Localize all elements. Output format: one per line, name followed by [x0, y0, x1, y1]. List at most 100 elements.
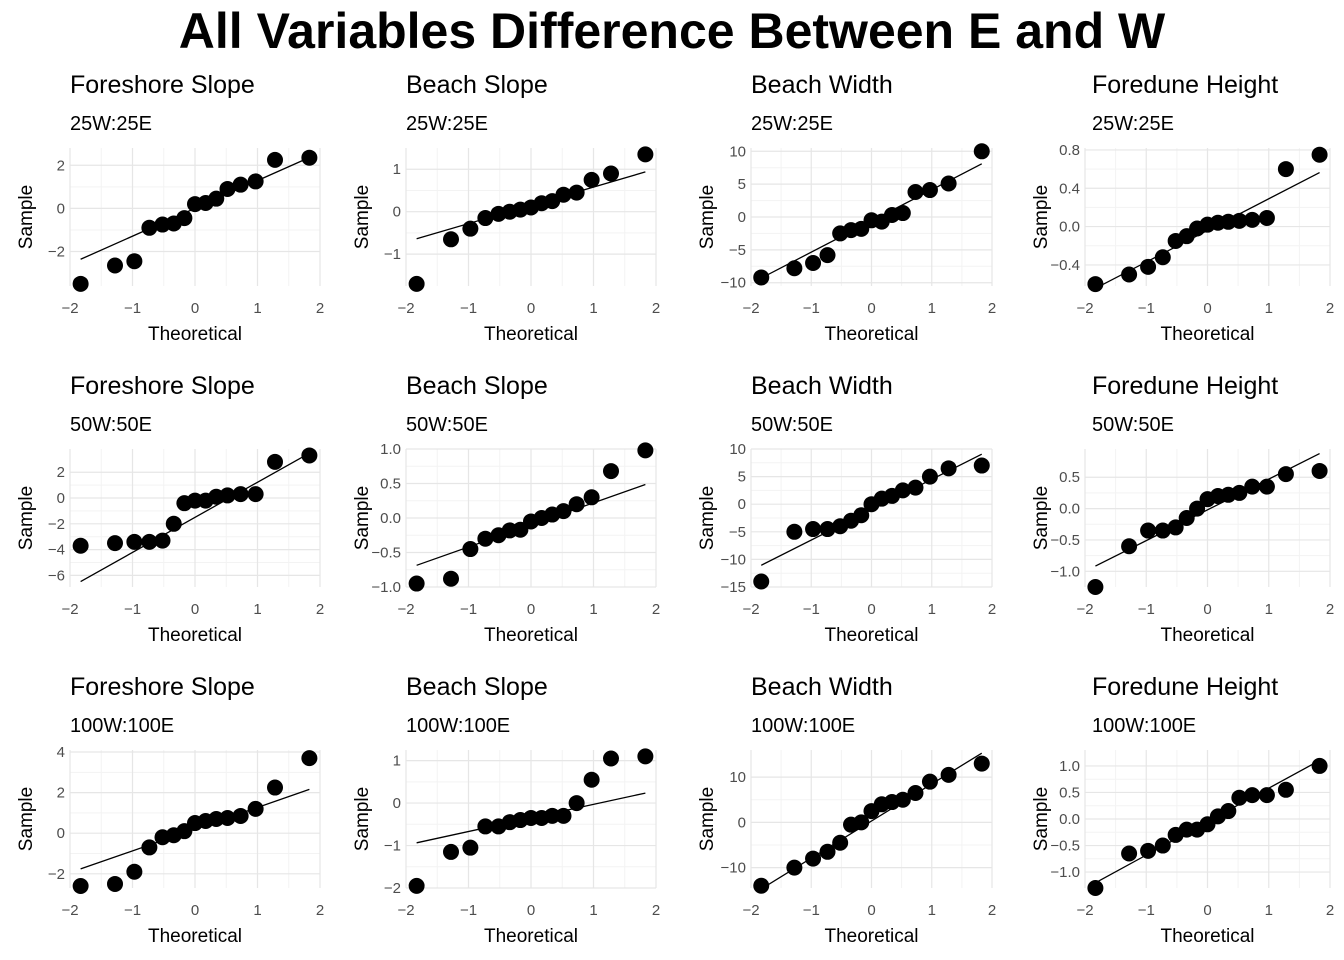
- y-tick-label: 0: [57, 490, 65, 507]
- qq-point: [603, 750, 619, 767]
- qq-point: [603, 463, 619, 480]
- qq-point: [1189, 500, 1206, 517]
- x-tick-label: −2: [742, 300, 759, 317]
- y-axis-label: Sample: [1031, 787, 1052, 851]
- qq-point: [1154, 522, 1171, 539]
- x-axis-label: Theoretical: [1161, 625, 1255, 646]
- x-tick-label: −1: [1138, 902, 1155, 919]
- x-tick-label: 0: [527, 601, 535, 618]
- qq-point: [921, 773, 938, 790]
- x-tick-label: 1: [589, 601, 597, 618]
- qq-point: [1231, 212, 1248, 229]
- qq-point: [408, 575, 425, 592]
- y-axis-label: Sample: [16, 787, 37, 851]
- panel-subtitle: 25W:25E: [406, 113, 488, 135]
- qq-panel: Beach Slope 25W:25E −2 −1 0 1 2 −1 0 1 Theoretical…: [352, 71, 660, 345]
- y-tick-label: −2: [48, 866, 65, 883]
- y-tick-label: −10: [721, 551, 746, 568]
- qq-point: [477, 818, 494, 835]
- y-tick-label: −0.5: [371, 545, 401, 562]
- qq-panel: Foredune Height 50W:50E −2 −1 0 1 2 −1.0 −0.5 0.0…: [1031, 372, 1334, 646]
- qq-point: [1178, 510, 1195, 526]
- qq-point: [247, 173, 264, 190]
- y-tick-label: 0: [738, 496, 746, 513]
- qq-point: [819, 521, 836, 538]
- panel-title: Foredune Height: [1092, 71, 1278, 99]
- y-tick-label: −15: [721, 579, 746, 596]
- qq-point: [1121, 845, 1138, 862]
- qq-point: [443, 231, 459, 248]
- qq-point: [443, 843, 459, 860]
- y-tick-label: −2: [384, 880, 401, 897]
- qq-point: [141, 219, 158, 236]
- y-axis-label: Sample: [352, 185, 373, 249]
- qq-point: [555, 503, 572, 520]
- qq-reference-line: [80, 452, 310, 583]
- qq-point: [232, 486, 249, 503]
- x-tick-label: −1: [124, 601, 141, 618]
- panel-title: Beach Width: [751, 372, 893, 400]
- qq-point: [141, 839, 158, 856]
- y-tick-label: 0.5: [1059, 784, 1080, 801]
- panel-title: Foredune Height: [1092, 673, 1278, 701]
- x-tick-label: 0: [191, 300, 199, 317]
- y-tick-label: −1.0: [371, 579, 401, 596]
- qq-point: [1277, 161, 1294, 178]
- x-tick-label: 1: [1265, 902, 1273, 919]
- qq-point: [894, 205, 911, 222]
- qq-point: [477, 210, 494, 227]
- qq-point: [141, 533, 158, 550]
- panel-title: Beach Width: [751, 71, 893, 99]
- panel-subtitle: 50W:50E: [751, 414, 833, 436]
- x-tick-label: 2: [1326, 300, 1334, 317]
- panel-subtitle: 50W:50E: [406, 414, 488, 436]
- x-tick-label: 1: [253, 601, 261, 618]
- x-axis-label: Theoretical: [1161, 324, 1255, 345]
- x-tick-label: 0: [527, 902, 535, 919]
- qq-point: [786, 260, 803, 277]
- qq-point: [786, 859, 803, 876]
- qq-point: [907, 784, 924, 801]
- x-tick-label: −2: [61, 601, 78, 618]
- x-tick-label: 0: [867, 902, 875, 919]
- qq-panel: Foreshore Slope 100W:100E −2 −1 0 1 2 −2 0 2 4 Theo…: [16, 673, 324, 947]
- y-tick-label: 0: [57, 200, 65, 217]
- qq-point: [805, 850, 822, 867]
- x-tick-label: 0: [191, 601, 199, 618]
- qq-point: [443, 570, 459, 587]
- y-tick-label: 5: [738, 176, 746, 193]
- x-tick-label: −2: [61, 300, 78, 317]
- panel-title: Beach Slope: [406, 71, 548, 99]
- qq-point: [805, 521, 822, 538]
- y-tick-label: 5: [738, 469, 746, 486]
- page-title: All Variables Difference Between E and W: [178, 3, 1166, 59]
- y-tick-label: −10: [721, 275, 746, 292]
- qq-point: [1231, 484, 1248, 501]
- qq-panel: Foreshore Slope 25W:25E −2 −1 0 1 2 −2 0 2 Theoret…: [16, 71, 324, 345]
- y-tick-label: −1.0: [1050, 864, 1080, 881]
- qq-point: [1140, 842, 1157, 859]
- qq-point: [267, 151, 283, 168]
- panel-title: Foreshore Slope: [70, 673, 255, 701]
- qq-point: [753, 269, 770, 286]
- qq-point: [1258, 787, 1275, 804]
- qq-point: [1121, 538, 1138, 555]
- x-tick-label: −2: [1076, 300, 1093, 317]
- qq-point: [544, 807, 561, 824]
- x-tick-label: 1: [253, 300, 261, 317]
- y-tick-label: 0.0: [1059, 501, 1080, 518]
- qq-point: [1258, 478, 1275, 495]
- qq-panel: Foreshore Slope 50W:50E −2 −1 0 1 2 −6 −4 −2 0 2 The…: [16, 372, 324, 646]
- x-tick-label: 1: [928, 902, 936, 919]
- qq-point: [819, 247, 836, 264]
- y-tick-label: 4: [57, 744, 65, 761]
- y-axis-label: Sample: [352, 486, 373, 550]
- x-tick-label: −1: [124, 902, 141, 919]
- x-axis-label: Theoretical: [825, 324, 919, 345]
- qq-point: [583, 171, 600, 188]
- qq-point: [301, 750, 318, 767]
- qq-point: [247, 486, 264, 503]
- x-tick-label: 2: [652, 601, 660, 618]
- x-axis-label: Theoretical: [1161, 926, 1255, 947]
